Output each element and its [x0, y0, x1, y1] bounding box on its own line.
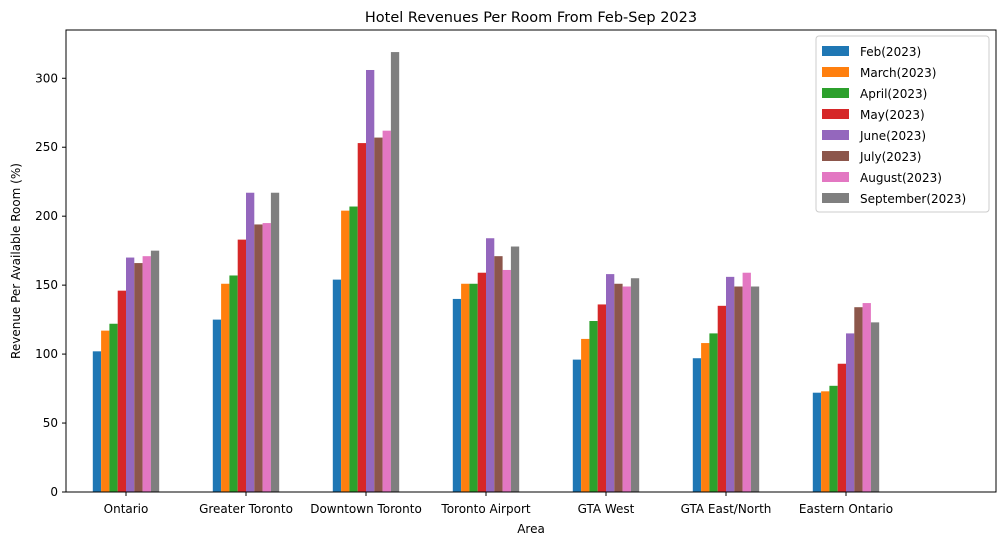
- bar: [270, 192, 280, 493]
- bar: [589, 320, 598, 492]
- bar: [750, 286, 760, 492]
- bar: [134, 263, 143, 492]
- bar: [510, 246, 520, 492]
- legend: Feb(2023) March(2023) April(2023) May(2023)…: [815, 35, 990, 213]
- bar: [221, 283, 230, 492]
- bar: [390, 52, 400, 492]
- y-axis: 0 50 100 150 200 250 300: [35, 71, 66, 499]
- bar: [452, 298, 462, 492]
- bar: [237, 239, 246, 492]
- bar: [692, 358, 702, 492]
- bars-layer: [92, 52, 880, 493]
- legend-label: June(2023): [859, 129, 926, 143]
- bar: [597, 304, 606, 492]
- y-tick-label: 0: [50, 485, 58, 499]
- legend-label: July(2023): [859, 150, 921, 164]
- bar: [477, 272, 486, 492]
- legend-swatch: [822, 193, 849, 203]
- plot-area: 0 50 100 150 200 250 300 Ontario Greater Toront…: [35, 29, 997, 516]
- plot-frame: [65, 29, 997, 493]
- bar: [349, 206, 358, 492]
- bar: [229, 275, 238, 492]
- y-tick-label: 50: [43, 416, 58, 430]
- bar: [622, 286, 631, 492]
- legend-swatch: [822, 88, 849, 98]
- bar: [461, 283, 470, 492]
- bar: [382, 130, 391, 493]
- x-tick-label: Downtown Toronto: [310, 502, 422, 516]
- bar: [846, 333, 855, 492]
- bar: [150, 250, 160, 492]
- bar: [709, 333, 718, 492]
- bar: [572, 359, 582, 492]
- legend-swatch: [822, 151, 849, 161]
- bar: [92, 351, 102, 492]
- legend-swatch: [822, 109, 849, 119]
- legend-label: April(2023): [860, 87, 927, 101]
- y-axis-label: Revenue Per Available Room (%): [9, 163, 23, 359]
- bar: [630, 278, 640, 492]
- bar: [246, 192, 255, 493]
- bar: [581, 338, 590, 492]
- bar: [366, 69, 375, 493]
- bar: [357, 143, 366, 492]
- y-tick-label: 200: [35, 209, 58, 223]
- x-tick-label: Toronto Airport: [440, 502, 530, 516]
- y-tick-label: 100: [35, 347, 58, 361]
- bar: [837, 363, 846, 492]
- x-tick-label: Ontario: [104, 502, 149, 516]
- bar: [142, 256, 151, 492]
- legend-label: Feb(2023): [860, 45, 921, 59]
- bar: [469, 283, 478, 492]
- bar: [374, 137, 383, 492]
- bar: [870, 322, 880, 492]
- chart-title: Hotel Revenues Per Room From Feb-Sep 202…: [365, 10, 697, 26]
- bar: [254, 224, 263, 492]
- bar: [109, 323, 118, 492]
- bar: [212, 319, 222, 492]
- legend-label: September(2023): [860, 192, 966, 206]
- bar: [101, 330, 110, 492]
- x-axis: Ontario Greater Toronto Downtown Toronto To…: [104, 492, 893, 516]
- bar: [821, 391, 830, 492]
- bar: [494, 256, 503, 492]
- legend-label: March(2023): [860, 66, 936, 80]
- bar: [262, 223, 271, 492]
- bar: [734, 286, 743, 492]
- bar: [829, 385, 838, 492]
- bar: [717, 305, 726, 492]
- legend-box: [815, 35, 990, 213]
- bar: [117, 290, 126, 492]
- x-tick-label: Eastern Ontario: [799, 502, 893, 516]
- bar: [726, 276, 735, 492]
- bar: [854, 307, 863, 492]
- bar: [341, 210, 350, 492]
- y-tick-label: 150: [35, 278, 58, 292]
- bar: [606, 274, 615, 492]
- bar: [332, 279, 342, 492]
- bar: [742, 272, 751, 492]
- bar: [486, 238, 495, 492]
- legend-label: May(2023): [860, 108, 925, 122]
- bar: [701, 343, 710, 492]
- x-tick-label: GTA East/North: [681, 502, 772, 516]
- legend-swatch: [822, 46, 849, 56]
- legend-label: August(2023): [860, 171, 942, 185]
- legend-swatch: [822, 130, 849, 140]
- bar: [126, 257, 135, 492]
- y-tick-label: 300: [35, 71, 58, 85]
- x-axis-label: Area: [517, 522, 545, 536]
- bar: [502, 269, 511, 492]
- x-tick-label: GTA West: [578, 502, 635, 516]
- legend-swatch: [822, 67, 849, 77]
- bar: [614, 283, 623, 492]
- x-tick-label: Greater Toronto: [199, 502, 293, 516]
- legend-swatch: [822, 172, 849, 182]
- bar: [862, 303, 871, 492]
- bar: [812, 392, 822, 492]
- y-tick-label: 250: [35, 140, 58, 154]
